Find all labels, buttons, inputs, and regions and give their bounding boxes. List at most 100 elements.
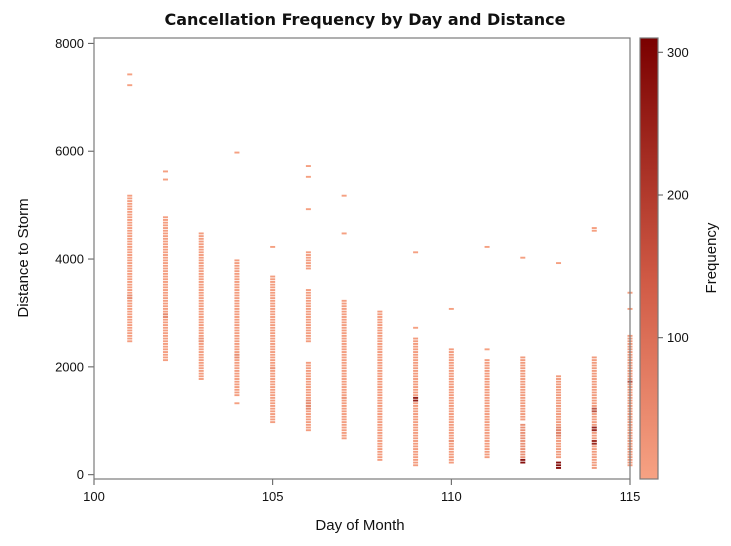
heatmap-cell <box>270 421 276 424</box>
heatmap-cell <box>305 337 311 340</box>
heatmap-cell <box>234 351 240 353</box>
heatmap-cell <box>413 440 419 442</box>
heatmap-cell <box>556 445 562 448</box>
heatmap-cell <box>305 316 311 318</box>
heatmap-cell <box>341 391 347 394</box>
heatmap-cell <box>234 402 240 405</box>
heatmap-cell <box>270 348 276 351</box>
heatmap-cell <box>484 445 490 448</box>
heatmap-cell <box>305 291 311 294</box>
heatmap-cell <box>305 372 311 375</box>
heatmap-cell <box>413 340 419 343</box>
heatmap-cell <box>127 267 133 270</box>
heatmap-cell <box>234 337 240 340</box>
heatmap-cell <box>341 302 347 305</box>
heatmap-cell <box>305 313 311 316</box>
heatmap-cell <box>484 426 490 429</box>
heatmap-cell <box>270 364 276 367</box>
heatmap-cell <box>556 399 562 402</box>
heatmap-cell <box>377 356 383 359</box>
heatmap-cell <box>127 340 133 343</box>
x-tick-label: 105 <box>262 489 284 504</box>
heatmap-cell <box>270 361 276 364</box>
heatmap-cell <box>305 259 311 262</box>
heatmap-cell <box>448 434 454 437</box>
heatmap-cell <box>270 275 276 278</box>
heatmap-cell <box>305 307 311 310</box>
heatmap-cell <box>305 256 311 259</box>
heatmap-cell <box>448 431 454 434</box>
heatmap-cell <box>591 399 597 402</box>
heatmap-cell <box>305 364 311 367</box>
heatmap-cell <box>198 235 204 238</box>
heatmap-cell <box>305 378 311 380</box>
heatmap-cell <box>270 418 276 421</box>
heatmap-cell <box>448 437 454 440</box>
heatmap-cell <box>377 378 383 380</box>
heatmap-cell <box>127 232 133 235</box>
heatmap-cell <box>556 375 562 378</box>
heatmap-cell <box>591 426 597 429</box>
heatmap-cell <box>127 299 133 302</box>
heatmap-cell <box>305 165 311 167</box>
heatmap-cell <box>413 326 419 329</box>
heatmap-cell <box>305 421 311 424</box>
heatmap-cell <box>520 405 526 407</box>
heatmap-cell <box>162 251 168 254</box>
heatmap-cell <box>341 399 347 402</box>
heatmap-cell <box>341 367 347 370</box>
heatmap-cell <box>162 313 168 316</box>
heatmap-cell <box>162 307 168 310</box>
heatmap-cell <box>198 272 204 275</box>
heatmap-cell <box>127 329 133 332</box>
heatmap-cell <box>556 396 562 399</box>
heatmap-cell <box>413 415 419 418</box>
x-axis-label: Day of Month <box>315 517 404 534</box>
heatmap-cell <box>377 445 383 448</box>
heatmap-cell <box>127 283 133 286</box>
heatmap-cell <box>234 364 240 367</box>
heatmap-cell <box>270 394 276 397</box>
heatmap-cell <box>556 434 562 437</box>
heatmap-cell <box>377 324 383 327</box>
heatmap-cell <box>270 359 276 362</box>
heatmap-cell <box>448 388 454 391</box>
y-axis: 0 2000 4000 6000 8000 <box>55 36 94 482</box>
heatmap-cell <box>520 402 526 405</box>
heatmap-cell <box>341 423 347 426</box>
heatmap-cell <box>127 272 133 275</box>
heatmap-cell <box>448 453 454 456</box>
heatmap-cell <box>234 321 240 324</box>
heatmap-cell <box>448 359 454 362</box>
heatmap-cell <box>234 380 240 383</box>
heatmap-cell <box>520 440 526 442</box>
heatmap-cell <box>341 337 347 340</box>
heatmap-cell <box>270 337 276 340</box>
heatmap-cell <box>591 467 597 469</box>
heatmap-cell <box>484 434 490 437</box>
heatmap-cell <box>484 450 490 453</box>
heatmap-cell <box>520 415 526 418</box>
heatmap-cell <box>413 367 419 370</box>
heatmap-cell <box>305 402 311 405</box>
heatmap-cell <box>234 297 240 300</box>
heatmap-cell <box>448 372 454 375</box>
heatmap-cell <box>448 461 454 464</box>
heatmap-cell <box>198 307 204 310</box>
heatmap-cell <box>520 386 526 389</box>
heatmap-cell <box>127 216 133 219</box>
heatmap-cell <box>270 340 276 343</box>
heatmap-cell <box>127 219 133 221</box>
heatmap-cell <box>162 281 168 283</box>
heatmap-cell <box>448 442 454 445</box>
heatmap-cell <box>305 380 311 383</box>
heatmap-cell <box>484 407 490 410</box>
heatmap-cell <box>484 383 490 386</box>
heatmap-cell <box>127 243 133 246</box>
heatmap-cell <box>377 326 383 329</box>
heatmap-cell <box>162 232 168 235</box>
heatmap-cell <box>270 356 276 359</box>
y-tick-label: 6000 <box>55 144 84 159</box>
x-axis: 100 105 110 115 <box>83 479 640 504</box>
heatmap-cell <box>162 329 168 332</box>
